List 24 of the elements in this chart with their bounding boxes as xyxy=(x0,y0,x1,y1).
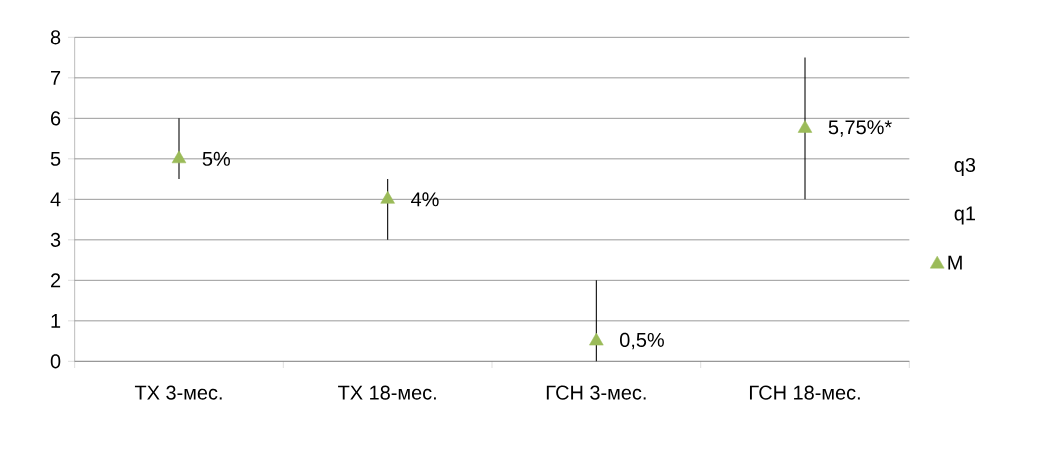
y-tick-label: 1 xyxy=(51,313,61,328)
y-tick-label: 3 xyxy=(50,232,61,247)
data-label: 5% xyxy=(202,151,230,166)
x-tick-label: ТХ 3-мес. xyxy=(134,385,222,400)
text: q1 xyxy=(954,206,975,225)
text: q3 xyxy=(954,157,976,176)
point xyxy=(380,191,395,204)
data-label: 4% xyxy=(411,192,439,207)
y-tick-label: 5 xyxy=(50,151,61,166)
point xyxy=(589,332,604,346)
point xyxy=(797,120,813,133)
y-tick-label: 8 xyxy=(50,30,61,45)
y-tick-label: 2 xyxy=(51,273,61,288)
y-tick-label: 0 xyxy=(50,354,61,369)
data-label: 5,75%* xyxy=(828,120,892,137)
point xyxy=(171,150,187,164)
data-label: 0,5% xyxy=(620,332,664,350)
x-tick-label: ГСН 18-мес. xyxy=(749,385,860,400)
y-tick-label: 6 xyxy=(51,111,61,126)
x-tick-label: ТХ 18-мес. xyxy=(338,385,436,400)
x-tick-label: ГСН 3-мес. xyxy=(546,385,646,400)
y-tick-label: 4 xyxy=(50,192,61,207)
legend-label: M xyxy=(948,255,962,270)
y-tick-label: 7 xyxy=(51,70,61,85)
